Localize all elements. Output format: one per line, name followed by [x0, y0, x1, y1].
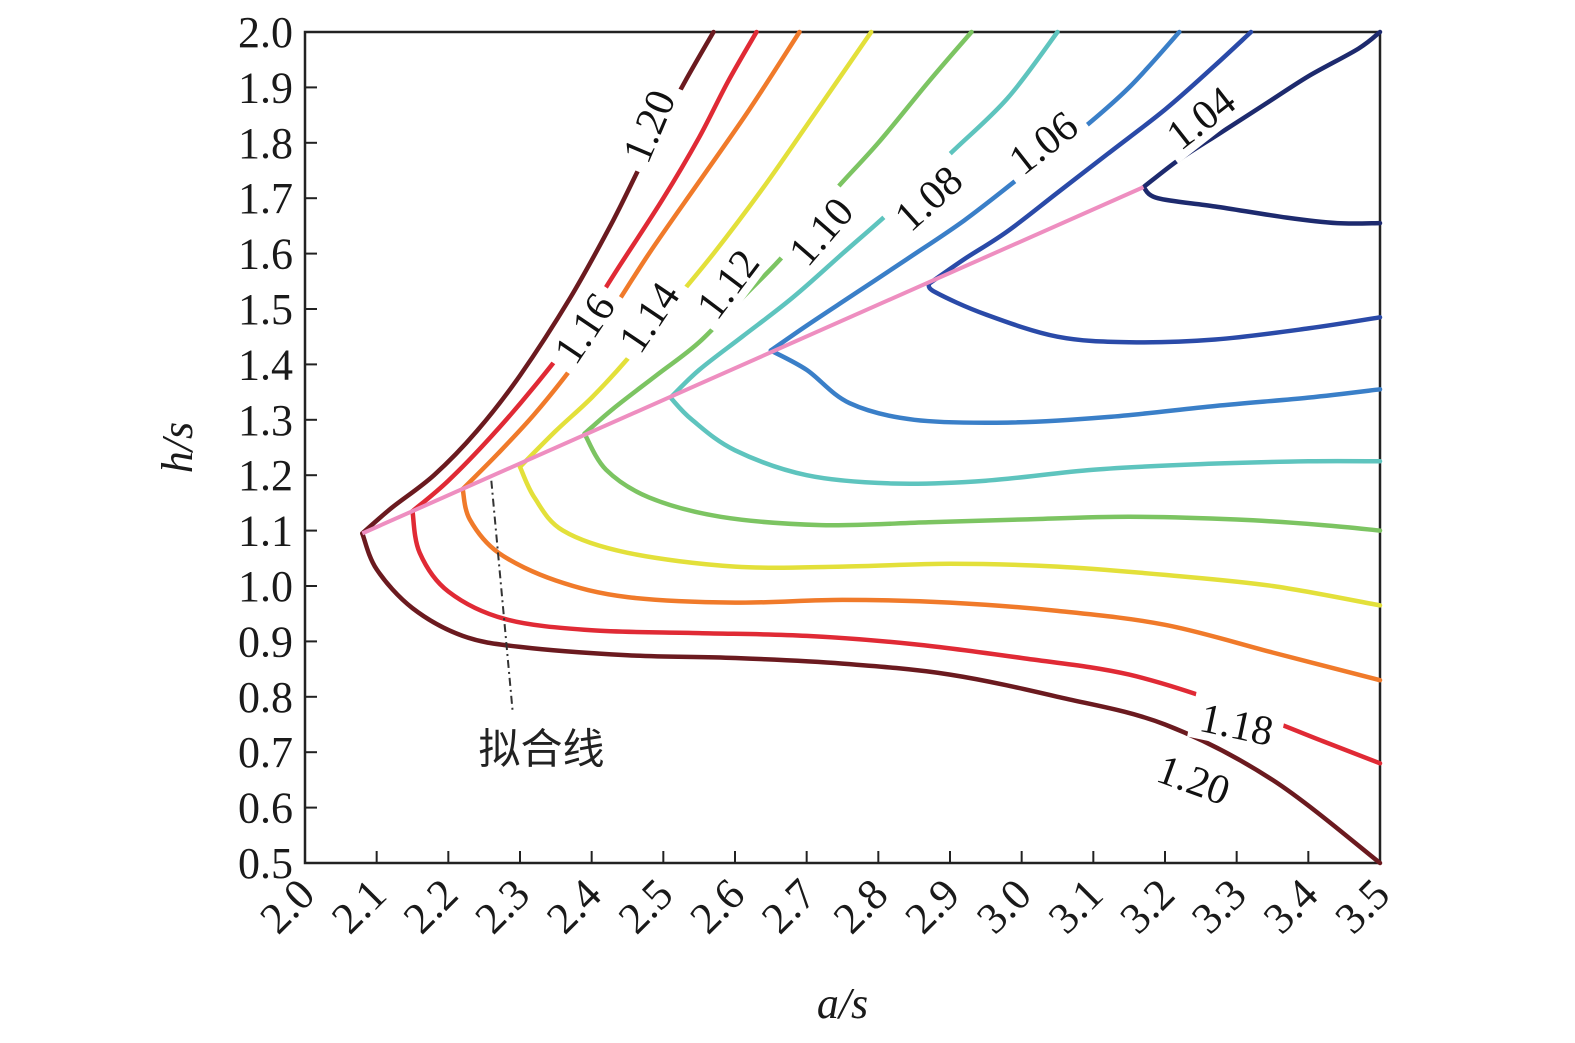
x-tick-label: 2.4 [537, 869, 611, 943]
label-knockout [1187, 691, 1287, 756]
y-tick-label: 1.1 [238, 507, 293, 556]
y-tick-label: 1.0 [238, 562, 293, 611]
contour-1-06 [926, 29, 1383, 345]
y-tick-label: 1.6 [238, 230, 293, 279]
contour-upper-branch [582, 29, 974, 436]
x-tick-label: 2.2 [394, 869, 468, 943]
contour-upper-branch [926, 29, 1254, 287]
x-tick-label: 2.8 [824, 869, 898, 943]
y-axis-title: h/s [153, 422, 202, 473]
label-knockout [992, 95, 1093, 189]
y-tick-label: 1.7 [238, 174, 293, 223]
x-tick-label: 3.2 [1111, 869, 1185, 943]
x-tick-label: 3.5 [1326, 869, 1400, 943]
contour-1-18 [410, 29, 1383, 766]
y-tick-label: 0.5 [238, 839, 293, 888]
contour-label: 1.10 [772, 180, 868, 281]
fit-line [361, 185, 1145, 536]
contour-upper-branch [768, 29, 1182, 353]
y-tick-label: 2.0 [238, 8, 293, 57]
contour-label-text: 1.20 [1151, 747, 1236, 815]
contour-label: 1.20 [608, 74, 688, 178]
contour-lower-branch [517, 464, 1383, 608]
label-knockout [1142, 741, 1246, 817]
y-tick-label: 1.5 [238, 285, 293, 334]
contour-1-08 [768, 29, 1383, 426]
x-tick-label: 2.9 [896, 869, 970, 943]
contour-1-12 [582, 29, 1383, 533]
contour-lower-branch [926, 281, 1383, 345]
contour-labels-layer: 1.201.161.141.121.10 1.081.06 1.041.181.20 [538, 70, 1287, 817]
contour-lower-branch [460, 486, 1383, 683]
x-axis-title: a/s [817, 979, 868, 1028]
label-knockout [603, 265, 693, 368]
x-tick-label: 2.3 [466, 869, 540, 943]
label-knockout [538, 276, 629, 379]
label-knockout [772, 180, 868, 281]
y-tick-label: 1.2 [238, 451, 293, 500]
annotation-layer: 拟合线 [478, 480, 605, 773]
contour-label-text: 1.18 [1196, 695, 1277, 755]
y-tick-label: 1.3 [238, 396, 293, 445]
x-tick-label: 2.6 [681, 869, 755, 943]
x-tick-label: 2.7 [752, 869, 826, 943]
y-tick-label: 1.4 [238, 340, 293, 389]
contour-lower-branch [582, 431, 1383, 533]
x-tick-label: 3.0 [967, 869, 1041, 943]
x-tick-label: 3.4 [1254, 869, 1328, 943]
label-knockout [1149, 70, 1251, 164]
x-tick-label: 3.3 [1182, 869, 1256, 943]
contour-label: 1.04 [1149, 70, 1251, 164]
label-knockout [878, 149, 978, 246]
contour-lower-branch [768, 348, 1383, 426]
x-tick-label: 3.1 [1039, 869, 1113, 943]
x-tick-label: 2.1 [322, 869, 396, 943]
contour-upper-branch [668, 29, 1060, 400]
fit-line-layer [361, 185, 1145, 536]
y-tick-label: 0.6 [238, 784, 293, 833]
y-tick-label: 0.8 [238, 673, 293, 722]
plot-frame [303, 30, 1382, 865]
contour-lower-branch [1141, 184, 1383, 226]
x-tick-label: 2.5 [609, 869, 683, 943]
y-tick-label: 1.9 [238, 63, 293, 112]
label-knockout [680, 232, 774, 335]
contour-label: 1.08 [878, 149, 978, 246]
contour-1-10 [668, 29, 1383, 487]
y-tick-label: 0.9 [238, 617, 293, 666]
y-tick-label: 0.7 [238, 728, 293, 777]
annotation-label: 拟合线 [478, 724, 604, 773]
label-knockout [608, 74, 688, 178]
annotation-leader-line [490, 480, 514, 714]
contour-label: 1.18 [1187, 691, 1287, 756]
y-tick-label: 1.8 [238, 119, 293, 168]
contour-lower-branch [668, 395, 1383, 487]
